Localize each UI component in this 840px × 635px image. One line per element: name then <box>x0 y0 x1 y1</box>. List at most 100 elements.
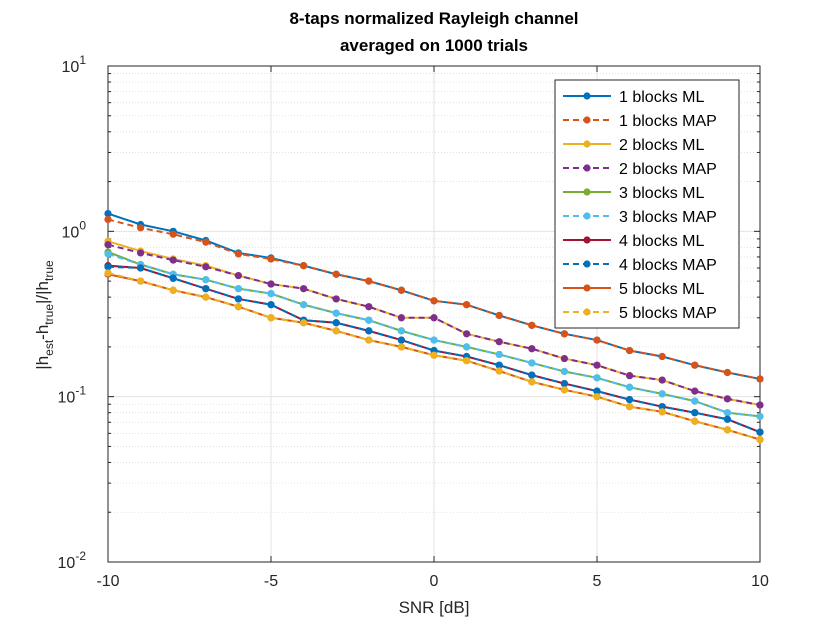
x-tick-label: -5 <box>264 573 278 590</box>
data-point <box>463 301 471 309</box>
data-point <box>169 286 177 294</box>
legend-entry: 4 blocks ML <box>563 233 704 250</box>
y-label-sub: est <box>42 339 56 356</box>
data-point <box>397 336 405 344</box>
data-point <box>234 271 242 280</box>
data-point <box>234 303 242 311</box>
series-3-blocks-map <box>104 250 764 420</box>
data-point <box>300 262 308 270</box>
y-tick-label: 10-1 <box>58 384 87 407</box>
series-line <box>107 271 761 441</box>
data-point <box>723 395 732 403</box>
data-point <box>691 387 699 395</box>
legend-label: 4 blocks ML <box>619 233 704 250</box>
data-point <box>202 293 210 301</box>
legend-swatch-marker <box>583 308 591 316</box>
legend-swatch-marker <box>583 236 591 244</box>
data-point <box>560 330 569 338</box>
y-tick-label: 10-2 <box>58 549 87 572</box>
legend-swatch-marker <box>583 188 591 196</box>
data-point <box>495 361 503 369</box>
data-point <box>430 314 438 322</box>
data-point <box>756 428 764 436</box>
data-point <box>104 215 112 224</box>
data-point <box>658 352 666 361</box>
data-point <box>528 371 536 379</box>
data-point <box>365 336 373 344</box>
legend-label: 2 blocks MAP <box>619 161 717 178</box>
data-point <box>397 343 405 351</box>
data-point <box>365 303 373 311</box>
x-tick-label: 0 <box>430 573 439 590</box>
svg-text:|hest-htrue|/|htrue: |hest-htrue|/|htrue <box>33 260 56 370</box>
data-point <box>560 367 569 376</box>
x-tick-label: -10 <box>96 573 119 590</box>
axes: -10 -5 0 5 10 10-2 10-1 100 101 <box>58 53 769 590</box>
series-5-blocks-map <box>104 269 764 444</box>
data-point <box>300 285 308 293</box>
legend-entry: 1 blocks MAP <box>563 113 717 130</box>
legend-swatch-marker <box>583 212 591 220</box>
data-point <box>756 375 764 383</box>
chart-title-line-1: 8-taps normalized Rayleigh channel <box>289 9 578 28</box>
data-point <box>169 230 177 238</box>
y-tick-label: 100 <box>62 218 87 241</box>
data-point <box>560 354 569 363</box>
data-point <box>626 372 634 380</box>
data-point <box>267 255 275 263</box>
y-tick-label: 101 <box>62 53 87 76</box>
legend-swatch-marker <box>583 92 591 100</box>
data-point <box>430 297 438 305</box>
data-point <box>528 321 536 329</box>
data-point <box>234 295 242 303</box>
data-point <box>365 316 373 324</box>
data-point <box>560 386 569 394</box>
series-4-blocks-map <box>104 263 764 436</box>
legend-swatch-marker <box>583 140 591 148</box>
data-point <box>267 290 275 298</box>
data-point <box>104 269 112 277</box>
data-point <box>691 361 699 369</box>
data-point <box>593 393 601 401</box>
data-point <box>658 408 666 416</box>
data-point <box>267 301 275 309</box>
data-point <box>723 409 732 417</box>
data-point <box>528 359 536 367</box>
data-point <box>202 285 210 293</box>
legend-entry: 2 blocks ML <box>563 137 704 154</box>
data-point <box>300 301 308 309</box>
series-lines <box>104 210 764 444</box>
data-point <box>234 250 242 258</box>
data-point <box>137 249 145 257</box>
data-point <box>593 387 601 395</box>
data-point <box>104 250 112 258</box>
data-point <box>365 277 373 285</box>
data-point <box>626 395 634 404</box>
data-point <box>691 417 699 425</box>
legend-swatch-marker <box>583 284 591 292</box>
data-point <box>495 338 503 346</box>
data-point <box>104 210 112 218</box>
series-1-blocks-map <box>104 215 764 383</box>
legend-label: 3 blocks ML <box>619 185 704 202</box>
chart-title-line-2: averaged on 1000 trials <box>340 36 528 55</box>
data-point <box>234 285 242 293</box>
series-line <box>107 218 761 380</box>
data-point <box>104 263 112 271</box>
y-label-part: |/|h <box>33 281 52 304</box>
series-2-blocks-map <box>104 241 764 409</box>
data-point <box>104 241 112 249</box>
data-point <box>300 319 308 327</box>
data-point <box>332 270 340 278</box>
data-point <box>332 295 340 303</box>
legend-label: 3 blocks MAP <box>619 209 717 226</box>
legend-entry: 5 blocks MAP <box>563 305 717 322</box>
y-axis-label: |hest-htrue|/|htrue <box>33 260 56 370</box>
data-point <box>137 224 145 232</box>
data-point <box>723 426 732 434</box>
legend-label: 1 blocks MAP <box>619 113 717 130</box>
data-point <box>169 274 177 282</box>
data-point <box>202 276 210 284</box>
